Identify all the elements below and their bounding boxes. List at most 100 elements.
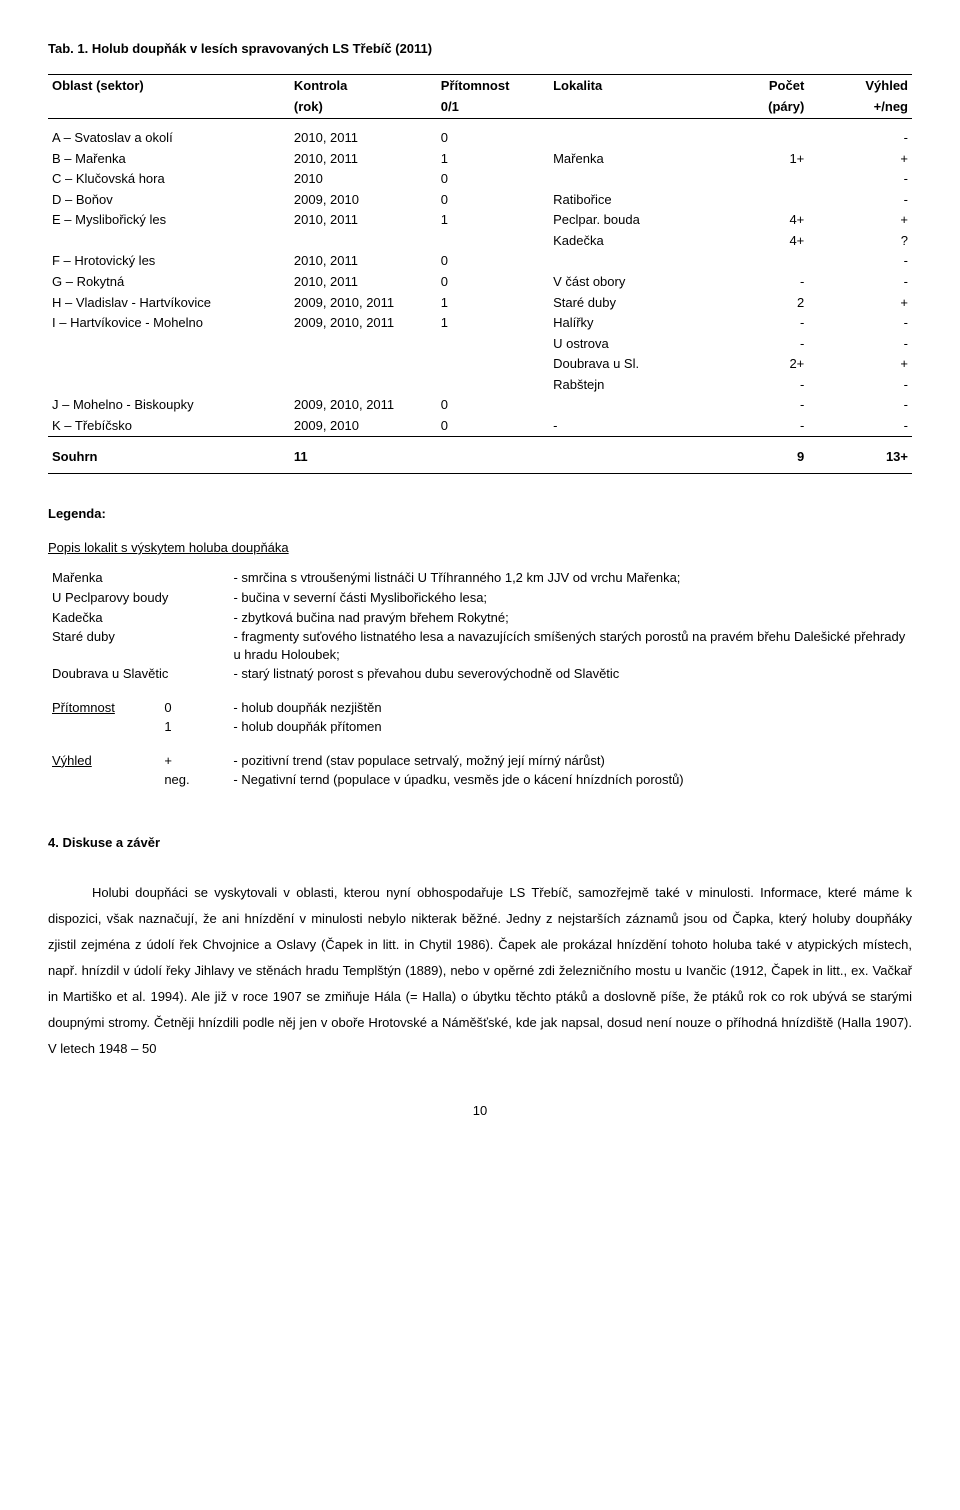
legend-key: Kadečka [48,608,229,628]
table-header-row-2: (rok) 0/1 (páry) +/neg [48,96,912,118]
table-cell [705,189,809,210]
header-kontrola: Kontrola [290,74,437,96]
legend-row: Doubrava u Slavětic- starý listnatý poro… [48,664,912,684]
table-cell: G – Rokytná [48,271,290,292]
table-cell [290,374,437,395]
table-cell: H – Vladislav - Hartvíkovice [48,292,290,313]
legend-row: Výhled+- pozitivní trend (stav populace … [48,751,912,771]
summary-row: Souhrn 11 9 13+ [48,440,912,474]
legend-value: - fragmenty suťového listnatého lesa a n… [229,627,912,664]
legend-value: - zbytková bučina nad pravým břehem Roky… [229,608,912,628]
legend-key: Staré duby [48,627,229,664]
table-cell: 0 [437,271,549,292]
table-cell [437,333,549,354]
table-cell: 2010, 2011 [290,210,437,231]
table-cell: K – Třebíčsko [48,415,290,436]
table-cell: - [705,271,809,292]
table-cell: 0 [437,251,549,272]
header-pritomnost: Přítomnost [437,74,549,96]
header-vyhled: Výhled [808,74,912,96]
table-row: D – Boňov2009, 20100Ratibořice- [48,189,912,210]
legend-row: 1- holub doupňák přítomen [48,717,912,737]
table-cell: + [808,292,912,313]
table-cell [48,374,290,395]
table-row: J – Mohelno - Biskoupky2009, 2010, 20110… [48,395,912,416]
table-cell: 2009, 2010 [290,189,437,210]
table-cell: - [705,415,809,436]
table-cell: 0 [437,169,549,190]
legend-value: - bučina v severní části Myslibořického … [229,588,912,608]
table-cell [705,251,809,272]
summary-label: Souhrn [48,440,290,474]
legend-value: - starý listnatý porost s převahou dubu … [229,664,912,684]
table-cell: E – Myslibořický les [48,210,290,231]
table-cell: A – Svatoslav a okolí [48,128,290,149]
legend-key [48,717,160,737]
table-cell: - [705,333,809,354]
legend-sub: neg. [160,770,229,790]
table-cell: 2009, 2010, 2011 [290,292,437,313]
legend-row: Staré duby- fragmenty suťového listnatéh… [48,627,912,664]
table-cell: - [808,169,912,190]
table-header-row-1: Oblast (sektor) Kontrola Přítomnost Loka… [48,74,912,96]
summary-pairs: 9 [705,440,809,474]
table-cell: + [808,148,912,169]
header-lokalita: Lokalita [549,74,705,96]
table-cell: 0 [437,189,549,210]
table-cell: 2009, 2010, 2011 [290,313,437,334]
legend-key [48,770,160,790]
table-cell: Rabštejn [549,374,705,395]
table-cell: 0 [437,395,549,416]
header-oblast: Oblast (sektor) [48,74,290,96]
table-cell [437,354,549,375]
table-cell: - [549,415,705,436]
table-cell [549,251,705,272]
discussion-paragraph: Holubi doupňáci se vyskytovali v oblasti… [48,880,912,1062]
table-row: Doubrava u Sl.2++ [48,354,912,375]
legend-value: - Negativní ternd (populace v úpadku, ve… [229,770,912,790]
table-cell: C – Klučovská hora [48,169,290,190]
table-cell: 2010, 2011 [290,128,437,149]
legend-outlook: Výhled+- pozitivní trend (stav populace … [48,751,912,790]
legend-key: Mařenka [48,568,229,588]
table-cell: - [808,128,912,149]
table-cell: ? [808,230,912,251]
table-cell: - [808,189,912,210]
summary-outlook: 13+ [808,440,912,474]
legend-sub: 0 [160,698,229,718]
table-cell: V část obory [549,271,705,292]
legend-row: Mařenka- smrčina s vtroušenými listnáči … [48,568,912,588]
legend-key: U Peclparovy boudy [48,588,229,608]
table-cell: - [808,271,912,292]
table-cell: 1+ [705,148,809,169]
table-cell: Staré duby [549,292,705,313]
table-cell [705,128,809,149]
table-cell: - [808,374,912,395]
table-title: Tab. 1. Holub doupňák v lesích spravovan… [48,40,912,58]
table-cell: 2010, 2011 [290,148,437,169]
legend-section-title: Popis lokalit s výskytem holuba doupňáka [48,539,912,557]
table-cell: - [808,313,912,334]
table-row: B – Mařenka2010, 20111Mařenka1++ [48,148,912,169]
legend-row: neg.- Negativní ternd (populace v úpadku… [48,770,912,790]
legend-row: Kadečka- zbytková bučina nad pravým břeh… [48,608,912,628]
table-cell [48,230,290,251]
table-cell [549,169,705,190]
table-row: E – Myslibořický les2010, 20111Peclpar. … [48,210,912,231]
table-cell [549,395,705,416]
table-cell: Halířky [549,313,705,334]
table-cell [48,333,290,354]
header-pocet: Počet [705,74,809,96]
legend-sub: 1 [160,717,229,737]
table-cell: 1 [437,148,549,169]
legend-value: - holub doupňák nezjištěn [229,698,912,718]
table-cell: Mařenka [549,148,705,169]
table-row: Kadečka4+? [48,230,912,251]
legend-row: U Peclparovy boudy- bučina v severní čás… [48,588,912,608]
table-cell: - [705,313,809,334]
table-row: C – Klučovská hora20100- [48,169,912,190]
table-cell [437,230,549,251]
table-cell [549,128,705,149]
table-row: H – Vladislav - Hartvíkovice2009, 2010, … [48,292,912,313]
table-cell: 2010, 2011 [290,271,437,292]
